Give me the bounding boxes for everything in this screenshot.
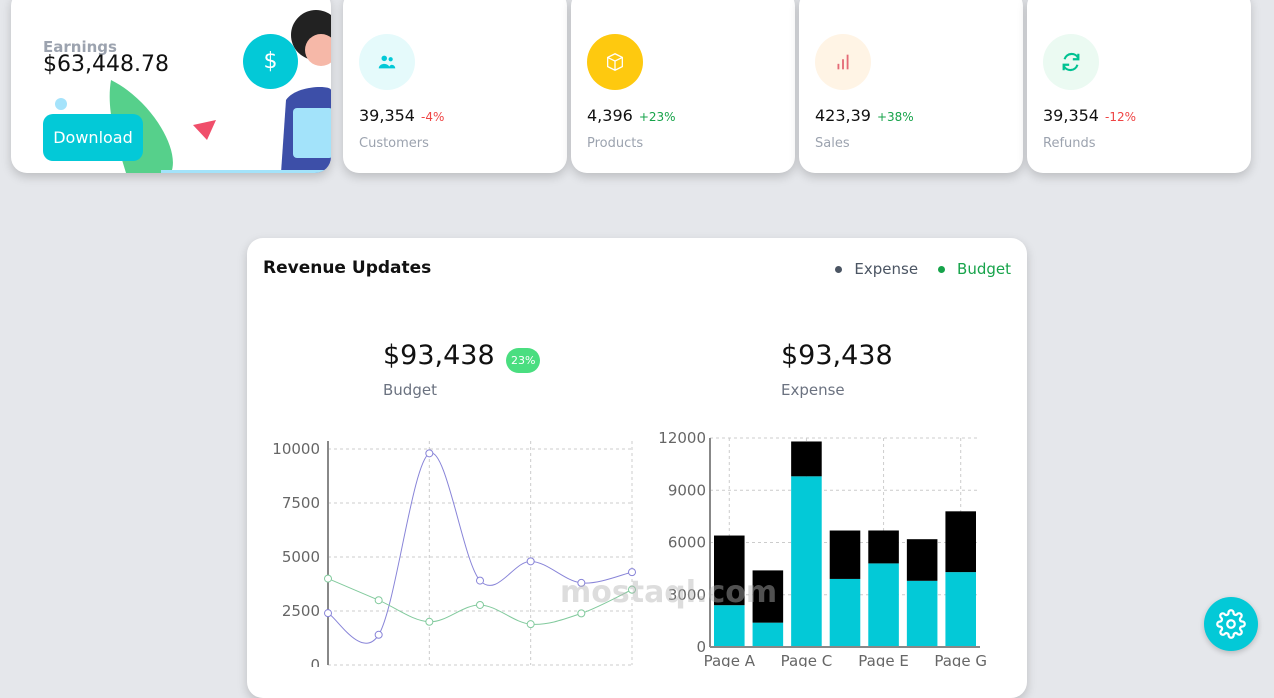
bar-uv[interactable] [752, 570, 784, 623]
expense-value: $93,438 [781, 340, 893, 371]
data-point[interactable] [476, 576, 484, 585]
bar-pv[interactable] [906, 580, 938, 647]
watermark: mostaql.com [560, 575, 778, 610]
bar-uv[interactable] [791, 441, 822, 477]
data-point[interactable] [628, 585, 636, 594]
y-tick-label: 6000 [668, 534, 706, 552]
revenue-title: Revenue Updates [263, 258, 432, 278]
data-point[interactable] [374, 630, 383, 639]
bar-pv[interactable] [829, 578, 861, 647]
stat-value: 39,354 -4% [359, 106, 445, 125]
y-tick-label: 0 [310, 656, 320, 667]
chart-legend: Expense Budget [835, 260, 1011, 278]
bar-pv[interactable] [714, 605, 745, 647]
stat-change: +38% [876, 110, 914, 124]
data-point[interactable] [526, 620, 535, 629]
line-series-pv [327, 452, 633, 644]
bar-pv[interactable] [868, 563, 899, 647]
download-button[interactable]: Download [43, 114, 143, 161]
earnings-value: $63,448.78 [43, 52, 169, 77]
budget-value: $93,438 [383, 340, 495, 371]
data-point[interactable] [526, 557, 535, 566]
y-tick-label: 2500 [282, 602, 320, 620]
revenue-updates-card: Revenue Updates Expense Budget $93,438 2… [247, 238, 1027, 698]
earnings-card: Earnings $63,448.78 Download $ [11, 0, 331, 173]
x-tick-label: Page E [858, 652, 909, 667]
stat-value: 39,354 -12% [1043, 106, 1136, 125]
y-tick-label: 0 [696, 638, 706, 656]
stat-value: 423,39 +38% [815, 106, 914, 125]
stat-label: Refunds [1043, 136, 1096, 151]
bar-uv[interactable] [945, 511, 976, 573]
x-tick-label: Page G [934, 652, 987, 667]
bar-uv[interactable] [868, 530, 899, 564]
bar-pv[interactable] [752, 622, 784, 647]
data-point[interactable] [577, 609, 586, 618]
data-point[interactable] [324, 609, 332, 618]
expense-label: Expense [781, 381, 845, 399]
data-point[interactable] [425, 449, 434, 458]
stat-change: +23% [638, 110, 676, 124]
legend-budget: Budget [938, 260, 1011, 278]
stat-change: -12% [1104, 110, 1136, 124]
stat-label: Products [587, 136, 644, 151]
budget-label: Budget [383, 381, 437, 399]
charts: 0 2500 5000 7500 10000 0 3000 6000 9000 12000 Page… [272, 429, 987, 667]
box-icon[interactable] [587, 34, 643, 90]
y-tick-label: 9000 [668, 481, 706, 499]
stat-card-products: 4,396 +23% Products [571, 0, 795, 173]
stat-card-refunds: 39,354 -12% Refunds [1027, 0, 1251, 173]
stat-change: -4% [420, 110, 445, 124]
refresh-icon[interactable] [1043, 34, 1099, 90]
bar-uv[interactable] [829, 530, 861, 579]
bar-pv[interactable] [945, 572, 976, 647]
dollar-icon[interactable]: $ [243, 34, 298, 89]
stat-value: 4,396 +23% [587, 106, 676, 125]
legend-expense: Expense [835, 260, 918, 278]
stat-label: Sales [815, 136, 850, 151]
earnings-label: Earnings [43, 38, 117, 56]
data-point[interactable] [628, 568, 636, 577]
users-icon[interactable] [359, 34, 415, 90]
data-point[interactable] [324, 574, 332, 583]
data-point[interactable] [374, 596, 383, 605]
y-tick-label: 7500 [282, 494, 320, 512]
y-tick-label: 5000 [282, 548, 320, 566]
x-tick-label: Page C [781, 652, 833, 667]
y-tick-label: 10000 [272, 440, 320, 458]
bar-pv[interactable] [791, 476, 822, 647]
data-point[interactable] [425, 617, 434, 626]
bar-chart-icon[interactable] [815, 34, 871, 90]
data-point[interactable] [577, 578, 586, 587]
settings-button[interactable] [1204, 597, 1258, 651]
budget-badge: 23% [506, 348, 541, 373]
gear-icon [1216, 609, 1246, 639]
x-tick-label: Page A [704, 652, 756, 667]
stat-card-customers: 39,354 -4% Customers [343, 0, 567, 173]
bar-uv[interactable] [906, 539, 938, 581]
stat-label: Customers [359, 136, 429, 151]
y-tick-label: 12000 [658, 429, 706, 447]
data-point[interactable] [476, 600, 484, 609]
bar-uv[interactable] [714, 535, 745, 606]
y-tick-label: 3000 [668, 586, 706, 604]
stat-card-sales: 423,39 +38% Sales [799, 0, 1023, 173]
